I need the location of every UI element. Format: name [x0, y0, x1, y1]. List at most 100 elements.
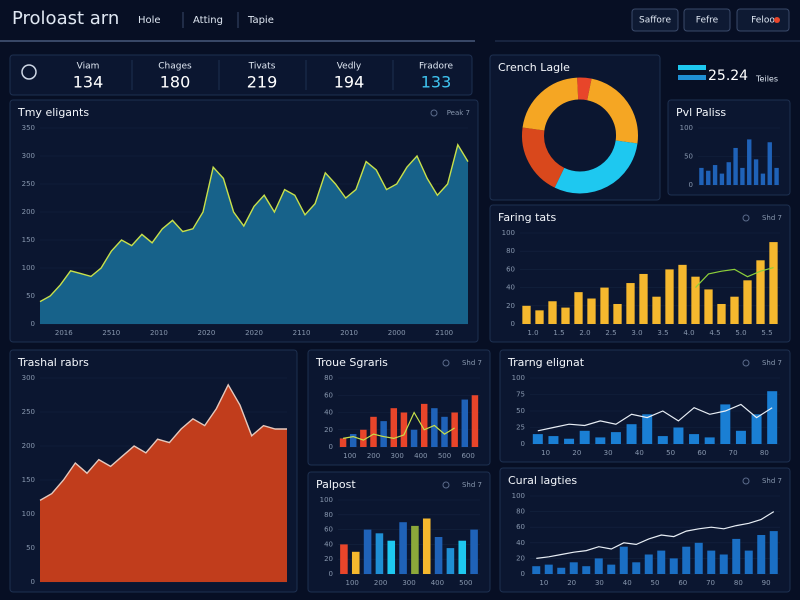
y-tick-label: 150 [22, 236, 35, 244]
x-tick-label: 2.5 [605, 329, 616, 337]
stats-panel [9, 54, 473, 96]
x-tick-label: 40 [623, 579, 632, 587]
bar [595, 437, 606, 444]
panel-tag-icon [442, 481, 450, 489]
bar [532, 434, 543, 444]
bar [399, 522, 407, 574]
y-tick-label: 80 [516, 508, 525, 516]
bar [619, 546, 628, 574]
bar [411, 525, 419, 574]
x-tick-label: 70 [706, 579, 715, 587]
header-button[interactable] [631, 8, 679, 32]
bar [422, 518, 431, 574]
bar [339, 438, 347, 447]
y-tick-label: 60 [516, 523, 525, 531]
header-button[interactable] [736, 8, 790, 32]
area-fill [40, 384, 287, 582]
bar [387, 540, 396, 574]
y-tick-label: 20 [324, 426, 333, 434]
bar [774, 167, 779, 185]
header-button-label[interactable]: Fefre [696, 16, 719, 26]
panel-title: Trarng elignat [507, 356, 585, 369]
bar [587, 298, 596, 324]
y-tick-label: 0 [521, 570, 525, 578]
bar [569, 562, 578, 574]
bar [458, 540, 467, 574]
y-tick-label: 100 [22, 264, 35, 272]
x-tick-label: 400 [414, 452, 427, 460]
bar [730, 296, 739, 324]
bar [712, 165, 718, 185]
bar [743, 280, 752, 324]
bar [610, 432, 621, 444]
y-tick-label: 20 [506, 302, 515, 310]
bar [390, 408, 398, 447]
bar [626, 424, 637, 444]
y-tick-label: 40 [506, 284, 515, 292]
header-button[interactable] [683, 8, 731, 32]
x-tick-label: 50 [666, 449, 675, 457]
bar [665, 269, 674, 324]
bar [704, 289, 713, 324]
x-tick-label: 30 [604, 449, 613, 457]
series-line [695, 267, 774, 289]
x-tick-label: 1.0 [527, 329, 538, 337]
y-tick-label: 150 [22, 476, 35, 484]
x-tick-label: 4.5 [709, 329, 720, 337]
y-tick-label: 60 [324, 526, 333, 534]
header-button-label[interactable]: Feloo [751, 16, 775, 26]
bar [657, 550, 666, 574]
bar [574, 292, 583, 324]
x-tick-label: 300 [402, 579, 415, 587]
series-line [537, 403, 773, 432]
x-tick-label: 5.0 [735, 329, 746, 337]
bar [639, 273, 648, 324]
panel-tag[interactable]: Shd 7 [462, 481, 482, 489]
panel-title: Troue Sgraris [315, 356, 388, 369]
bar [626, 283, 635, 324]
nav-item[interactable]: Hole [138, 15, 161, 26]
panel-tag-icon [442, 359, 450, 367]
bar [360, 429, 367, 447]
bar [732, 538, 741, 574]
panel-title: Cural lagties [508, 474, 577, 487]
x-tick-label: 2000 [388, 329, 406, 337]
nav-item[interactable]: Tapie [247, 15, 274, 26]
stat-label: Chages [158, 62, 192, 72]
bar [689, 434, 700, 444]
x-tick-label: 80 [734, 579, 743, 587]
bar [532, 566, 541, 574]
bar [669, 558, 678, 574]
panel-tag[interactable]: Peak 7 [447, 109, 470, 117]
kpi-label: Teiles [755, 75, 778, 84]
y-tick-label: 60 [324, 391, 333, 399]
panel-title: Palpost [316, 478, 356, 491]
x-tick-label: 2.0 [579, 329, 590, 337]
bar [380, 421, 387, 447]
bar [470, 529, 478, 574]
nav-item[interactable]: Atting [193, 15, 223, 26]
bar [594, 558, 603, 574]
panel-tag[interactable]: Shd 7 [762, 477, 782, 485]
y-tick-label: 200 [22, 208, 35, 216]
x-tick-label: 2016 [55, 329, 73, 337]
panel-tag[interactable]: Shd 7 [762, 214, 782, 222]
y-tick-label: 50 [684, 153, 693, 161]
panel-tag[interactable]: Shd 7 [462, 359, 482, 367]
bar [757, 535, 766, 574]
panel-tag[interactable]: Shd 7 [762, 359, 782, 367]
panel [667, 99, 791, 196]
header-button-label[interactable]: Saffore [639, 16, 671, 26]
y-tick-label: 250 [22, 180, 35, 188]
x-tick-label: 300 [390, 452, 403, 460]
y-tick-label: 300 [22, 374, 35, 382]
x-tick-label: 10 [539, 579, 548, 587]
area-fill [40, 144, 468, 324]
y-tick-label: 0 [329, 443, 333, 451]
x-tick-label: 40 [635, 449, 644, 457]
panel-tag-icon [742, 477, 750, 485]
y-tick-label: 40 [324, 409, 333, 417]
bar [340, 544, 348, 574]
bar [720, 404, 731, 444]
bar [600, 287, 609, 324]
